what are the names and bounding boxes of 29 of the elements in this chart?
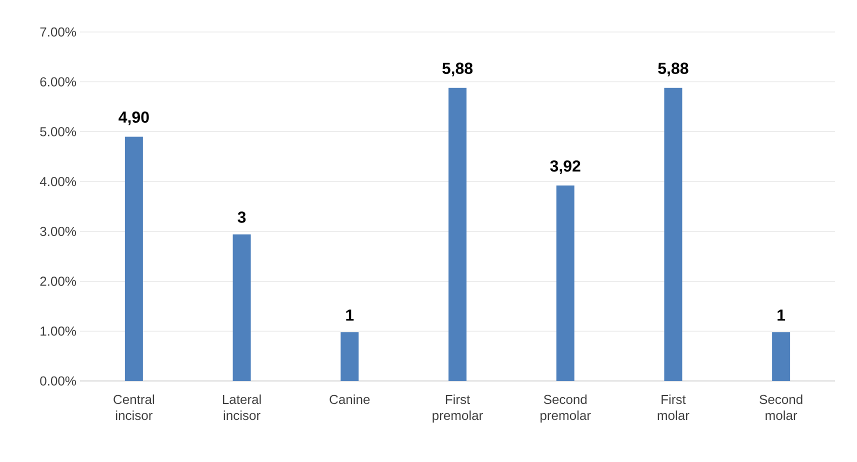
x-tick-label: Second premolar	[540, 394, 591, 423]
y-tick-label: 6.00%	[40, 77, 76, 86]
y-tick-label: 4.00%	[40, 176, 76, 186]
data-label: 1	[346, 310, 354, 321]
x-tick-label: Lateral incisor	[222, 394, 261, 420]
y-tick-label: 5.00%	[40, 127, 76, 136]
data-label: 4,90	[118, 112, 149, 126]
bar	[124, 136, 143, 381]
x-tick-label: Second molar	[760, 394, 802, 420]
bar	[340, 332, 359, 381]
x-tick-label: Canine	[330, 394, 370, 404]
data-label: 3,92	[550, 160, 580, 174]
data-label: 3	[238, 212, 246, 223]
y-tick-label: 3.00%	[40, 226, 76, 236]
data-label: 5,88	[442, 62, 473, 76]
bar	[448, 88, 467, 381]
bar	[232, 234, 251, 381]
bar	[556, 186, 574, 381]
y-tick-label: 7.00%	[40, 27, 76, 37]
y-tick-label: 0.00%	[40, 376, 76, 386]
data-label: 1	[778, 310, 786, 321]
y-tick-label: 2.00%	[40, 276, 76, 286]
bar	[772, 332, 790, 381]
bar	[664, 88, 682, 381]
x-tick-label: First premolar	[432, 394, 483, 423]
y-tick-label: 1.00%	[40, 326, 76, 336]
data-label: 5,88	[658, 62, 688, 76]
x-tick-label: First molar	[658, 394, 690, 420]
x-tick-label: Central incisor	[114, 394, 154, 420]
